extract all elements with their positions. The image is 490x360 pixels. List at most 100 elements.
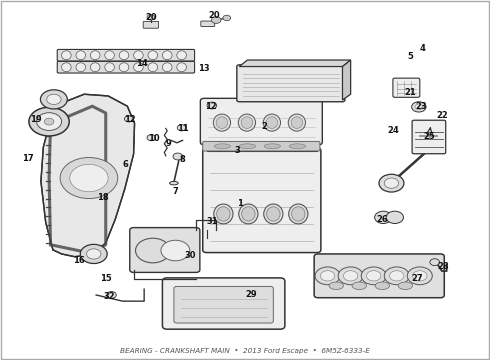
Circle shape	[44, 118, 54, 125]
FancyBboxPatch shape	[200, 98, 322, 145]
Circle shape	[29, 107, 69, 136]
FancyBboxPatch shape	[130, 228, 200, 273]
Ellipse shape	[105, 63, 114, 72]
Ellipse shape	[148, 51, 158, 60]
Text: 19: 19	[30, 115, 42, 125]
Circle shape	[375, 211, 392, 224]
Circle shape	[147, 14, 155, 20]
FancyBboxPatch shape	[203, 148, 321, 253]
Ellipse shape	[134, 51, 143, 60]
Text: 8: 8	[180, 155, 185, 164]
Ellipse shape	[239, 204, 258, 224]
Text: 7: 7	[172, 187, 178, 196]
Ellipse shape	[289, 204, 308, 224]
FancyBboxPatch shape	[143, 21, 159, 28]
Circle shape	[315, 267, 340, 285]
Circle shape	[412, 102, 426, 112]
Circle shape	[107, 292, 116, 298]
Text: 16: 16	[74, 256, 85, 265]
Text: 21: 21	[405, 88, 416, 97]
Text: 20: 20	[208, 11, 220, 20]
Ellipse shape	[170, 181, 178, 185]
Ellipse shape	[119, 51, 129, 60]
Text: 20: 20	[146, 13, 157, 22]
Circle shape	[136, 238, 170, 263]
Ellipse shape	[213, 114, 231, 131]
Ellipse shape	[105, 51, 114, 60]
FancyBboxPatch shape	[57, 62, 195, 73]
Ellipse shape	[266, 117, 278, 129]
Ellipse shape	[162, 51, 172, 60]
Ellipse shape	[214, 204, 233, 224]
Ellipse shape	[119, 63, 129, 72]
Circle shape	[320, 271, 335, 281]
Circle shape	[384, 178, 399, 188]
Circle shape	[37, 113, 62, 130]
Circle shape	[207, 102, 217, 109]
FancyBboxPatch shape	[314, 254, 444, 298]
Text: 5: 5	[408, 52, 414, 61]
Circle shape	[379, 174, 404, 192]
Ellipse shape	[148, 63, 158, 72]
Ellipse shape	[267, 207, 280, 221]
Polygon shape	[41, 94, 135, 257]
Ellipse shape	[76, 63, 86, 72]
Circle shape	[338, 267, 363, 285]
Ellipse shape	[76, 51, 86, 60]
Text: 26: 26	[376, 215, 388, 224]
Circle shape	[173, 153, 183, 160]
Circle shape	[343, 271, 358, 281]
FancyBboxPatch shape	[162, 278, 285, 329]
Circle shape	[60, 158, 118, 199]
Text: 22: 22	[436, 111, 448, 120]
Circle shape	[415, 104, 423, 110]
Text: BEARING - CRANKSHAFT MAIN  •  2013 Ford Escape  •  6M5Z-6333-E: BEARING - CRANKSHAFT MAIN • 2013 Ford Es…	[120, 347, 370, 354]
Ellipse shape	[291, 117, 303, 129]
Ellipse shape	[288, 114, 305, 131]
Text: 23: 23	[415, 102, 427, 111]
FancyBboxPatch shape	[237, 65, 345, 102]
Ellipse shape	[398, 282, 413, 289]
FancyBboxPatch shape	[203, 141, 320, 151]
Text: 15: 15	[100, 274, 112, 283]
Circle shape	[413, 271, 427, 281]
Text: 3: 3	[235, 146, 241, 155]
Ellipse shape	[90, 51, 100, 60]
Circle shape	[367, 271, 381, 281]
Circle shape	[390, 271, 404, 281]
Circle shape	[430, 259, 440, 266]
Ellipse shape	[177, 63, 186, 72]
Text: 30: 30	[184, 252, 196, 261]
Circle shape	[147, 135, 156, 141]
Text: 24: 24	[387, 126, 399, 135]
FancyBboxPatch shape	[174, 287, 273, 323]
Ellipse shape	[241, 117, 253, 129]
Circle shape	[223, 15, 231, 21]
Ellipse shape	[329, 282, 343, 289]
Text: 27: 27	[411, 274, 423, 283]
Polygon shape	[239, 60, 351, 67]
Text: 14: 14	[136, 59, 147, 68]
Text: 10: 10	[148, 134, 160, 143]
Circle shape	[177, 125, 186, 131]
Circle shape	[384, 267, 409, 285]
Ellipse shape	[239, 144, 256, 149]
Text: 9: 9	[165, 139, 171, 148]
Ellipse shape	[62, 51, 71, 60]
Ellipse shape	[216, 117, 228, 129]
Ellipse shape	[352, 282, 367, 289]
Text: 2: 2	[261, 122, 267, 131]
FancyBboxPatch shape	[393, 78, 420, 97]
Circle shape	[87, 249, 101, 259]
Text: 13: 13	[198, 64, 210, 73]
Text: 12: 12	[205, 102, 217, 111]
Text: 32: 32	[104, 292, 116, 301]
Ellipse shape	[242, 207, 255, 221]
Ellipse shape	[134, 63, 143, 72]
Ellipse shape	[292, 207, 305, 221]
Circle shape	[124, 116, 133, 122]
Circle shape	[80, 244, 107, 264]
Ellipse shape	[289, 144, 305, 149]
Text: 1: 1	[237, 199, 243, 208]
Text: 6: 6	[122, 160, 128, 169]
